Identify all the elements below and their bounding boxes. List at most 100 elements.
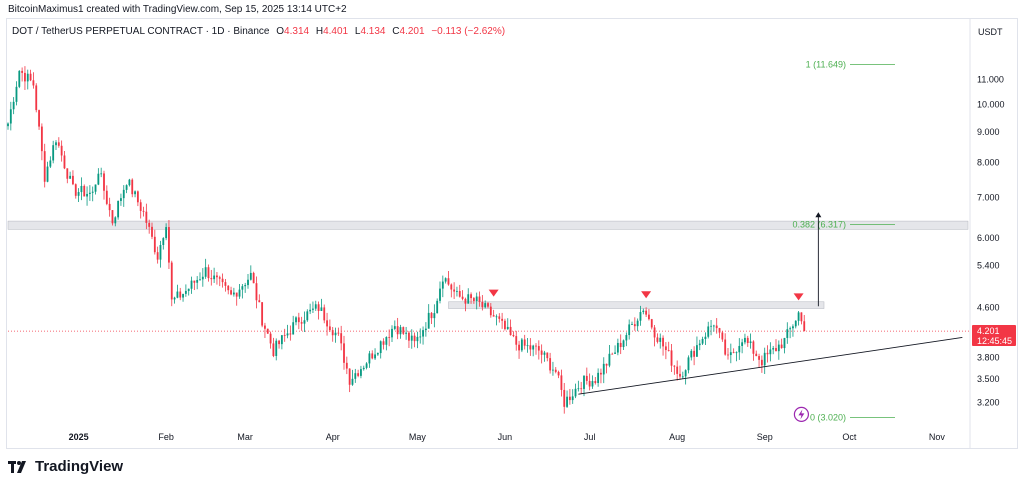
candle-body (738, 345, 741, 353)
candle (436, 298, 439, 314)
candle (272, 337, 275, 358)
candle (472, 297, 475, 304)
candle-body (354, 373, 357, 379)
candle-body (636, 320, 639, 327)
candle-body (633, 324, 636, 327)
candle-body (509, 326, 512, 336)
candle (484, 300, 487, 309)
candle (444, 277, 447, 284)
candle-body (275, 340, 278, 356)
candle (391, 325, 393, 342)
candle (317, 301, 320, 320)
candle (385, 336, 388, 351)
candle (557, 370, 560, 379)
candle-body (179, 291, 182, 298)
candle-body (91, 191, 94, 193)
price-tick-label: 5.400 (977, 260, 1000, 270)
candle-body (492, 315, 495, 317)
candle (230, 286, 232, 296)
candle (535, 343, 537, 355)
symbol-legend: DOT / TetherUS PERPETUAL CONTRACT · 1D ·… (12, 26, 505, 37)
candle-body (622, 340, 625, 348)
candle-body (712, 325, 715, 327)
chart-frame (6, 18, 1018, 449)
candle-body (371, 353, 374, 359)
resistance-marker (793, 293, 804, 301)
candle-body (419, 336, 422, 338)
time-tick-label: Jun (498, 432, 513, 442)
candle (441, 275, 444, 298)
candle (24, 66, 26, 90)
fib-level-label: 0.382 (6.317) (792, 219, 846, 229)
candle (746, 335, 749, 347)
candle (60, 140, 63, 162)
candle (636, 318, 639, 332)
candle (148, 219, 151, 234)
candle-body (176, 291, 179, 298)
candle (608, 345, 611, 368)
candlestick-series (7, 66, 806, 414)
candle (134, 190, 136, 198)
candle-body (21, 70, 24, 73)
candle-body (57, 142, 60, 146)
candle-body (568, 396, 571, 401)
candle-body (650, 319, 653, 328)
candle (371, 350, 374, 360)
candle (348, 368, 351, 393)
candle-body (69, 175, 72, 179)
candle (628, 319, 631, 340)
candle-body (619, 342, 622, 348)
candle (410, 329, 413, 349)
candle (351, 369, 354, 386)
time-axis[interactable]: 2025 Feb Mar Apr May Jun Jul Aug Sep Oct Nov (69, 432, 946, 442)
candle (357, 369, 360, 378)
candle (337, 327, 340, 336)
candle (597, 368, 600, 387)
candle-body (504, 320, 506, 330)
price-axis[interactable]: USDT 11.000 10.000 9.000 8.000 7.000 6.000 5.4… (969, 19, 1005, 448)
candle-body (684, 370, 687, 377)
candle (585, 367, 588, 385)
candle-body (103, 173, 105, 191)
candle (269, 331, 272, 349)
price-tick-label: 8.000 (977, 158, 1000, 168)
candle (340, 325, 343, 351)
candle (128, 178, 131, 187)
candle-body (264, 325, 266, 329)
candle-body (227, 285, 230, 291)
candle-body (529, 345, 532, 350)
candle (173, 296, 176, 304)
chart-caption: BitcoinMaximus1 created with TradingView… (8, 4, 347, 15)
candle (698, 339, 701, 351)
candle-body (645, 310, 648, 315)
candle-body (763, 352, 766, 366)
candle-body (136, 191, 139, 203)
candle (662, 335, 664, 356)
candle-body (501, 318, 504, 321)
candle-body (312, 308, 314, 310)
candle-body (244, 285, 247, 287)
candle (537, 340, 540, 360)
candle (656, 333, 659, 344)
price-tick-label: 10.000 (977, 99, 1005, 109)
candle-body (396, 326, 399, 335)
candle (365, 362, 368, 370)
low-value: 4.134 (360, 26, 386, 37)
candle (571, 389, 574, 404)
candle-body (478, 296, 481, 302)
candle-body (111, 210, 114, 224)
candle-body (588, 380, 591, 387)
candle-body (159, 244, 162, 260)
candle-body (777, 344, 780, 352)
candle (35, 83, 38, 113)
price-tick-label: 3.200 (977, 397, 1000, 407)
candle-body (670, 350, 673, 366)
candle-body (614, 352, 616, 354)
candle (758, 353, 760, 368)
candle (554, 367, 557, 374)
candle (114, 216, 117, 227)
candle-body (286, 333, 289, 336)
candle (312, 301, 314, 313)
time-tick-label: Jul (584, 432, 596, 442)
